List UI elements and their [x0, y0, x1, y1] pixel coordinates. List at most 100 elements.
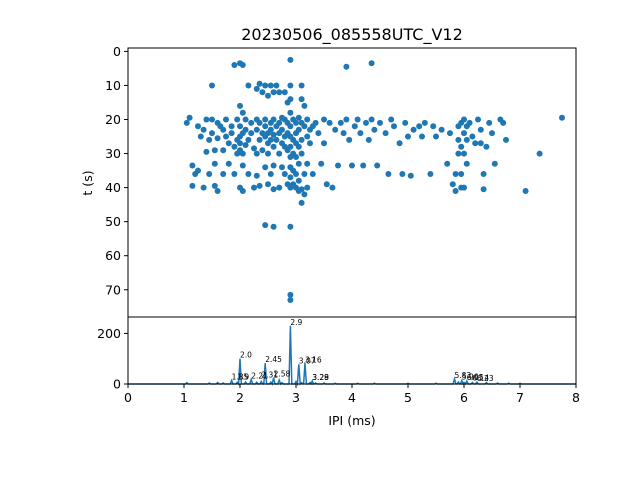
- scatter-point: [312, 119, 319, 126]
- scatter-point: [293, 154, 299, 160]
- scatter-point: [391, 123, 397, 130]
- scatter-point: [329, 184, 336, 191]
- scatter-point: [197, 133, 204, 140]
- scatter-point: [371, 126, 378, 133]
- scatter-point: [259, 147, 266, 154]
- scatter-point: [326, 119, 333, 126]
- scatter-point: [396, 140, 403, 147]
- scatter-point: [416, 123, 423, 130]
- scatter-point: [270, 223, 277, 230]
- scatter-point: [295, 160, 302, 167]
- scatter-point: [214, 188, 221, 194]
- scatter-point: [223, 133, 229, 140]
- scatter-point: [444, 160, 451, 167]
- peak-label: 2.9: [290, 318, 302, 327]
- scatter-point: [321, 116, 327, 123]
- histogram-x-label: IPI (ms): [328, 413, 375, 428]
- scatter-point: [368, 116, 375, 123]
- scatter-point: [452, 188, 459, 194]
- peak-label: 2.21: [251, 371, 268, 380]
- scatter-point: [270, 131, 277, 138]
- scatter-point: [228, 123, 235, 130]
- scatter-point: [245, 82, 252, 89]
- scatter-point: [295, 143, 302, 150]
- scatter-point: [287, 223, 294, 230]
- peak-label: 1.9: [237, 373, 249, 382]
- scatter-panel: 20230506_085558UTC_V12 0 10 20 30 40 50 60 70 t…: [80, 25, 577, 318]
- histogram-x-tick-label: 7: [516, 390, 524, 405]
- peak-label: 6.14: [472, 374, 489, 383]
- scatter-point: [463, 160, 470, 167]
- scatter-point: [206, 136, 213, 143]
- scatter-point: [309, 171, 316, 177]
- peak-label: 6.23: [477, 374, 494, 383]
- scatter-point: [242, 116, 249, 123]
- scatter-point: [295, 114, 302, 121]
- scatter-point: [461, 184, 467, 191]
- scatter-point: [237, 102, 243, 109]
- scatter-point: [301, 123, 308, 130]
- scatter-point: [332, 126, 339, 133]
- scatter-point: [458, 171, 465, 177]
- scatter-point: [377, 119, 383, 126]
- scatter-point: [343, 116, 350, 123]
- scatter-point: [189, 182, 196, 189]
- scatter-point: [433, 133, 439, 140]
- scatter-y-tick-label: 10: [105, 78, 121, 93]
- peak-label: 3.29: [312, 373, 329, 382]
- scatter-point: [388, 116, 395, 123]
- scatter-point: [267, 171, 274, 177]
- scatter-point: [225, 160, 232, 167]
- scatter-point: [455, 150, 462, 157]
- scatter-point: [500, 119, 507, 126]
- scatter-point: [298, 96, 305, 103]
- scatter-point: [211, 160, 218, 167]
- scatter-point: [304, 133, 311, 140]
- scatter-point: [262, 123, 269, 130]
- scatter-point: [281, 171, 288, 177]
- scatter-point: [223, 116, 229, 123]
- histogram-panel: 1.851.9 2.0 2.212.31 2.45 2.58 2.9 3.073.16 3.2…: [97, 316, 580, 428]
- scatter-point: [245, 136, 252, 143]
- scatter-point: [363, 119, 369, 126]
- scatter-y-tick-label: 20: [105, 112, 121, 127]
- scatter-point: [251, 184, 257, 191]
- peak-label: 6.05: [467, 373, 484, 382]
- scatter-point: [318, 160, 325, 167]
- scatter-point: [343, 63, 350, 70]
- scatter-point: [242, 126, 249, 133]
- scatter-point: [298, 82, 305, 89]
- scatter-point: [237, 140, 243, 147]
- scatter-point: [340, 130, 347, 137]
- scatter-point: [405, 133, 411, 140]
- scatter-point: [477, 140, 484, 147]
- scatter-point: [231, 143, 238, 150]
- histogram-x-tick-label: 8: [572, 390, 580, 405]
- scatter-point: [402, 119, 409, 126]
- histogram-x-tick-label: 1: [180, 390, 188, 405]
- scatter-point: [298, 186, 305, 193]
- scatter-point: [382, 130, 389, 137]
- scatter-point: [251, 145, 257, 152]
- scatter-point: [262, 222, 269, 229]
- scatter-point: [480, 186, 487, 193]
- scatter-point: [304, 116, 311, 123]
- scatter-point: [293, 119, 299, 126]
- scatter-point: [256, 80, 263, 87]
- scatter-point: [189, 162, 196, 169]
- scatter-point: [486, 119, 493, 126]
- scatter-point: [346, 136, 353, 143]
- scatter-point: [262, 164, 269, 171]
- scatter-point: [287, 56, 294, 63]
- scatter-point: [368, 60, 375, 67]
- histogram-x-tick-label: 0: [124, 390, 132, 405]
- peak-label: 5.96: [462, 373, 479, 382]
- scatter-point: [298, 136, 305, 143]
- scatter-point: [287, 96, 294, 103]
- histogram-x-tick-label: 6: [460, 390, 468, 405]
- scatter-point: [220, 147, 227, 154]
- scatter-point: [237, 123, 243, 130]
- scatter-point: [231, 171, 238, 177]
- scatter-point: [374, 162, 381, 169]
